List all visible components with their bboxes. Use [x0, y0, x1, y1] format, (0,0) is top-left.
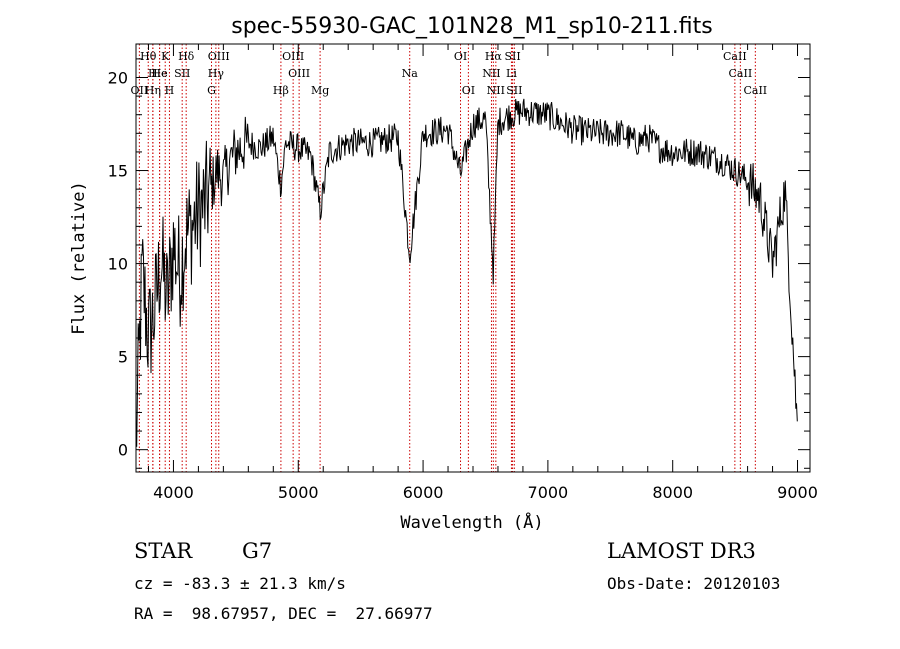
line-label-1: K [161, 50, 170, 63]
y-axis-label: Flux (relative) [69, 181, 89, 335]
line-label-10: H [148, 67, 158, 80]
object-class: STAR [134, 539, 193, 563]
x-tick-label-5: 9000 [777, 483, 818, 502]
plot-frame [135, 43, 811, 473]
line-label-8: CaII [723, 50, 747, 63]
line-label-13: Hγ [208, 67, 225, 80]
chart-title: spec-55930-GAC_101N28_M1_sp10-211.fits [231, 14, 713, 39]
y-tick-label-2: 10 [108, 255, 128, 274]
line-label-2: Hδ [178, 50, 195, 63]
y-tick-label-0: 0 [118, 441, 128, 460]
line-label-14: OIII [288, 67, 310, 80]
y-axis-ticks: 0 5 10 15 20 [108, 58, 810, 469]
line-label-21: H [165, 84, 175, 97]
line-label-0: Hθ [140, 50, 157, 63]
line-label-25: OI [462, 84, 475, 97]
line-label-5: OI [454, 50, 467, 63]
spectrum-line [135, 98, 798, 447]
x-axis-ticks: 4000 5000 6000 7000 8000 9000 [147, 44, 818, 502]
line-label-28: CaII [743, 84, 767, 97]
y-tick-label-4: 20 [108, 68, 128, 87]
line-label-19: OII [131, 84, 149, 97]
sky-coordinates: RA = 98.67957, DEC = 27.66977 [134, 604, 433, 623]
line-label-23: Hβ [273, 84, 289, 97]
line-label-20: Hη [145, 84, 161, 97]
x-axis-label: Wavelength (Å) [400, 511, 543, 533]
line-label-7: SII [504, 50, 520, 63]
y-tick-label-3: 15 [108, 162, 128, 181]
x-tick-label-1: 5000 [278, 483, 319, 502]
line-label-16: NII [482, 67, 500, 80]
survey-name: LAMOST DR3 [607, 539, 756, 563]
line-label-6: Hα [485, 50, 503, 63]
spectral-subclass: G7 [242, 539, 273, 563]
observation-date: Obs-Date: 20120103 [607, 574, 781, 593]
x-tick-label-2: 6000 [403, 483, 444, 502]
line-label-12: SII [174, 67, 190, 80]
x-tick-label-4: 8000 [652, 483, 693, 502]
spectral-line-markers [138, 44, 756, 472]
line-label-11: He [152, 67, 168, 80]
line-label-26: NII [487, 84, 505, 97]
line-label-24: Mg [311, 84, 329, 97]
line-label-27: SII [506, 84, 522, 97]
line-label-4: OIII [282, 50, 304, 63]
line-label-18: CaII [729, 67, 753, 80]
line-label-15: Na [402, 67, 419, 80]
line-label-9: He [152, 67, 168, 80]
y-tick-label-1: 5 [118, 348, 128, 367]
line-label-22: G [207, 84, 216, 97]
x-tick-label-0: 4000 [153, 483, 194, 502]
redshift-velocity: cz = -83.3 ± 21.3 km/s [134, 574, 346, 593]
x-tick-label-3: 7000 [528, 483, 569, 502]
line-label-17: Li [506, 67, 517, 80]
line-label-3: OIII [208, 50, 230, 63]
